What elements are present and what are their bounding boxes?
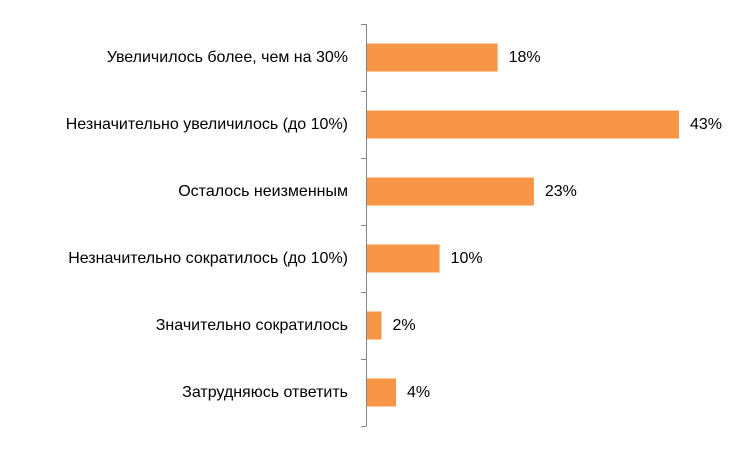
data-label: 18% bbox=[509, 49, 541, 66]
category-label: Незначительно увеличилось (до 10%) bbox=[66, 116, 348, 133]
data-label: 2% bbox=[393, 317, 416, 334]
data-label: 10% bbox=[451, 250, 483, 267]
data-label: 4% bbox=[407, 384, 430, 401]
category-label: Осталось неизменным bbox=[178, 183, 348, 200]
labels-layer: Увеличилось более, чем на 30% 18% Незначит… bbox=[66, 49, 722, 401]
category-label: Значительно сократилось bbox=[156, 317, 348, 334]
category-label: Увеличилось более, чем на 30% bbox=[107, 49, 348, 66]
bar bbox=[367, 177, 534, 206]
data-label: 43% bbox=[690, 116, 722, 133]
axis-layer bbox=[361, 24, 367, 427]
bar bbox=[367, 378, 397, 407]
bar bbox=[367, 110, 679, 139]
bars-layer bbox=[367, 43, 679, 407]
category-label: Незначительно сократилось (до 10%) bbox=[68, 250, 348, 267]
category-label: Затрудняюсь ответить bbox=[182, 384, 348, 401]
data-label: 23% bbox=[545, 183, 577, 200]
bar bbox=[367, 311, 382, 340]
bar bbox=[367, 43, 498, 72]
bar bbox=[367, 244, 440, 273]
